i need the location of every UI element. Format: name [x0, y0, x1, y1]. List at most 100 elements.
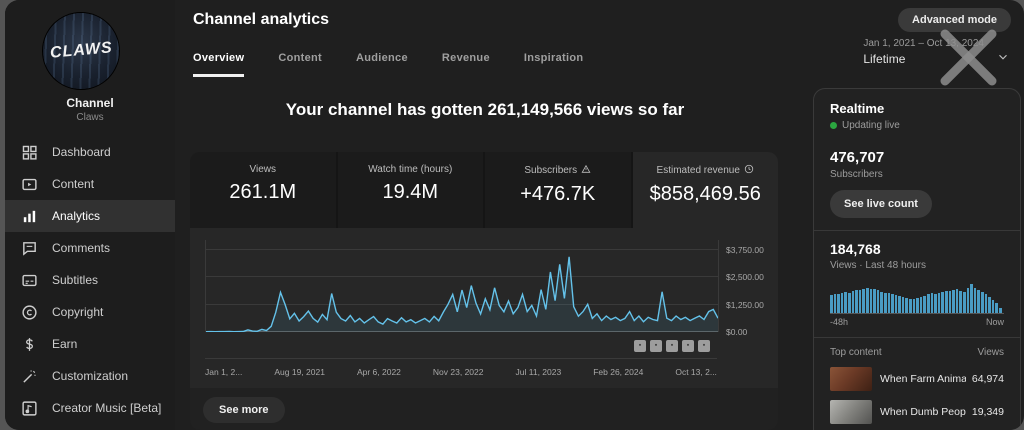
realtime-subscribers-count: 476,707: [830, 149, 885, 166]
realtime-bar: [876, 290, 880, 313]
sidebar-item-earn[interactable]: Earn: [5, 328, 175, 360]
metric-cards-row: Views 261.1M Watch time (hours) 19.4M Subscr…: [190, 152, 778, 228]
top-content-row[interactable]: When Farm Animals Go ... 64,974: [830, 367, 1004, 391]
metric-card-watch-time-hours[interactable]: Watch time (hours) 19.4M: [337, 152, 485, 228]
realtime-views-count: 184,768: [830, 241, 881, 257]
video-thumbnail: [830, 367, 872, 391]
sidebar-item-analytics[interactable]: Analytics: [5, 200, 175, 232]
tab-revenue[interactable]: Revenue: [441, 52, 490, 64]
revenue-line-series: [206, 256, 718, 332]
sidebar-item-label: Earn: [52, 337, 78, 351]
subtitles-icon: [20, 271, 38, 289]
realtime-bar: [916, 298, 919, 313]
metric-label: Watch time (hours): [338, 164, 484, 175]
page-title: Channel analytics: [193, 11, 330, 28]
chart-zoom-button[interactable]: ▪: [666, 340, 678, 352]
line-chart-plot[interactable]: [205, 240, 719, 332]
divider: [814, 337, 1020, 338]
realtime-bar: [901, 297, 905, 313]
sidebar-item-content[interactable]: Content: [5, 168, 175, 200]
realtime-bar: [883, 292, 887, 313]
metric-label-text: Estimated revenue: [656, 165, 740, 176]
realtime-bar: [855, 290, 858, 313]
sidebar-item-label: Comments: [52, 241, 111, 255]
sidebar-item-comments[interactable]: Comments: [5, 232, 175, 264]
tab-content[interactable]: Content: [278, 52, 322, 64]
x-tick-label: Jan 1, 2...: [205, 367, 243, 377]
realtime-bar: [840, 292, 844, 313]
views-column-label: Views: [977, 347, 1005, 358]
top-content-header: Top content Views: [830, 347, 1004, 358]
sidebar-item-label: Customization: [52, 369, 129, 383]
advanced-mode-button[interactable]: Advanced mode: [898, 8, 1011, 32]
sidebar-item-dashboard[interactable]: Dashboard: [5, 136, 175, 168]
realtime-bar: [945, 290, 948, 313]
y-tick-label: $0.00: [726, 327, 748, 337]
clock-icon: [744, 164, 754, 177]
metric-label-text: Watch time (hours): [368, 164, 453, 175]
sidebar-item-copyright[interactable]: Copyright: [5, 296, 175, 328]
realtime-bar: [833, 293, 837, 313]
channel-avatar[interactable]: CLAWS: [43, 13, 119, 89]
realtime-bar: [837, 294, 840, 313]
realtime-bar: [962, 291, 966, 313]
tab-overview[interactable]: Overview: [193, 52, 245, 77]
x-axis-labels: Jan 1, 2... Aug 19, 2021 Apr 6, 2022 Nov 23…: [205, 358, 717, 377]
metric-value: +476.7K: [520, 183, 596, 205]
realtime-bar: [984, 294, 988, 313]
video-views: 19,349: [971, 406, 1004, 418]
realtime-bar: [930, 293, 934, 313]
content-icon: [20, 175, 38, 193]
metric-card-estimated-revenue[interactable]: Estimated revenue $858,469.56: [632, 152, 778, 228]
realtime-card: Realtime Updating live 476,707 Subscribe…: [813, 88, 1021, 430]
tab-audience[interactable]: Audience: [355, 52, 408, 64]
realtime-bar: [905, 297, 909, 313]
metric-card-subscribers[interactable]: Subscribers +476.7K: [485, 152, 633, 228]
gridline: [206, 331, 718, 332]
realtime-bar: [988, 297, 991, 313]
realtime-bar: [880, 291, 883, 313]
top-content-row[interactable]: When Dumb People Me... 19,349: [830, 400, 1004, 424]
date-preset-text: Lifetime: [863, 52, 906, 66]
gridline: [206, 276, 718, 278]
sidebar-item-customization[interactable]: Customization: [5, 360, 175, 392]
chevron-down-icon[interactable]: [996, 50, 1010, 69]
x-tick-label: Apr 6, 2022: [356, 367, 401, 377]
realtime-bar: [955, 289, 959, 313]
avatar-logo-text: CLAWS: [48, 39, 113, 62]
sidebar-item-creator-music-beta[interactable]: Creator Music [Beta]: [5, 392, 175, 424]
sidebar-item-subtitles[interactable]: Subtitles: [5, 264, 175, 296]
copyright-icon: [20, 303, 38, 321]
sidebar: CLAWS Channel Claws Dashboard Content Anal…: [5, 0, 175, 430]
youtube-studio-window: CLAWS Channel Claws Dashboard Content Anal…: [5, 0, 1024, 430]
date-range-picker[interactable]: Jan 1, 2021 – Oct 13, 2024 Lifetime: [863, 38, 984, 66]
live-dot-icon: [830, 122, 837, 129]
tab-inspiration[interactable]: Inspiration: [523, 52, 584, 64]
analytics-icon: [20, 207, 38, 225]
updating-live-row: Updating live: [830, 120, 1004, 131]
axis-left-label: -48h: [830, 317, 849, 327]
last-48h-bar-chart[interactable]: [830, 279, 1004, 314]
chart-zoom-button[interactable]: ▪: [650, 340, 662, 352]
metric-card-views[interactable]: Views 261.1M: [190, 152, 338, 228]
see-live-count-button[interactable]: See live count: [830, 190, 932, 218]
realtime-bar: [851, 291, 855, 313]
realtime-bar: [995, 303, 998, 313]
y-tick-label: $3,750.00: [726, 244, 764, 255]
realtime-bar: [948, 291, 952, 313]
realtime-bar: [887, 293, 891, 313]
analytics-tabs: Overview Content Audience Revenue Inspiratio…: [193, 52, 583, 77]
x-tick-label: Nov 23, 2022: [432, 367, 484, 377]
see-more-button[interactable]: See more: [203, 397, 285, 423]
video-title: When Dumb People Me...: [880, 406, 966, 418]
top-content-label: Top content: [830, 347, 882, 358]
comments-icon: [20, 239, 38, 257]
chart-zoom-button[interactable]: ▪: [634, 340, 646, 352]
gridline: [206, 248, 718, 250]
revenue-chart-panel: $3,750.00 $2,500.00 $1,250.00 $0.00 ▪ ▪ ▪ ▪ ▪ J…: [190, 228, 778, 388]
chart-zoom-button[interactable]: ▪: [682, 340, 694, 352]
customization-icon: [20, 367, 38, 385]
realtime-bar: [844, 292, 847, 313]
chart-zoom-button[interactable]: ▪: [698, 340, 710, 352]
realtime-bar: [909, 298, 912, 313]
